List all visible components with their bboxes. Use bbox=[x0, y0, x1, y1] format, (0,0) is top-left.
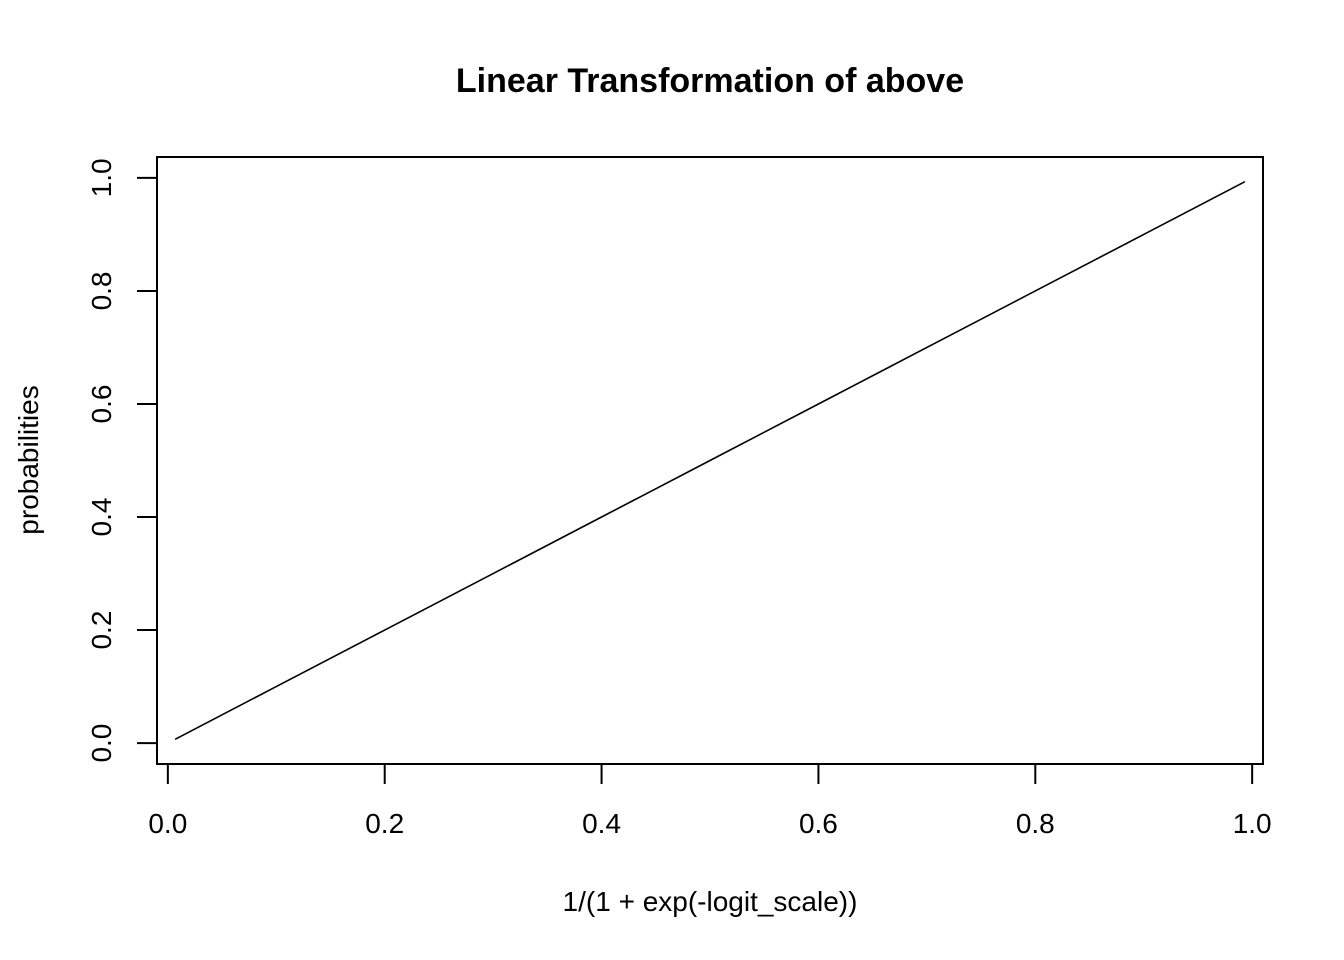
y-tick-label: 0.4 bbox=[86, 498, 117, 537]
chart-title: Linear Transformation of above bbox=[456, 62, 964, 100]
y-tick-label: 0.6 bbox=[86, 385, 117, 424]
x-tick-label: 0.8 bbox=[1016, 808, 1055, 839]
y-ticks: 0.0 0.2 0.4 0.6 0.8 1.0 bbox=[86, 158, 157, 763]
y-tick-label: 0.0 bbox=[86, 724, 117, 763]
y-axis: 0.0 0.2 0.4 0.6 0.8 1.0 bbox=[86, 158, 158, 763]
x-tick-label: 0.4 bbox=[582, 808, 621, 839]
series-line-1 bbox=[174, 180, 1246, 741]
series-group bbox=[174, 180, 1246, 741]
x-tick-label: 1.0 bbox=[1233, 808, 1272, 839]
y-axis-label: probabilities bbox=[13, 385, 44, 534]
x-tick-label: 0.0 bbox=[148, 808, 187, 839]
y-tick-label: 1.0 bbox=[86, 158, 117, 197]
x-axis-label: 1/(1 + exp(-logit_scale)) bbox=[563, 886, 858, 917]
x-tick-label: 0.6 bbox=[799, 808, 838, 839]
x-tick-label: 0.2 bbox=[365, 808, 404, 839]
y-tick-label: 0.2 bbox=[86, 611, 117, 650]
x-axis: 0.0 0.2 0.4 0.6 0.8 1.0 bbox=[148, 763, 1272, 839]
x-ticks: 0.0 0.2 0.4 0.6 0.8 1.0 bbox=[148, 764, 1272, 839]
y-tick-label: 0.8 bbox=[86, 271, 117, 310]
